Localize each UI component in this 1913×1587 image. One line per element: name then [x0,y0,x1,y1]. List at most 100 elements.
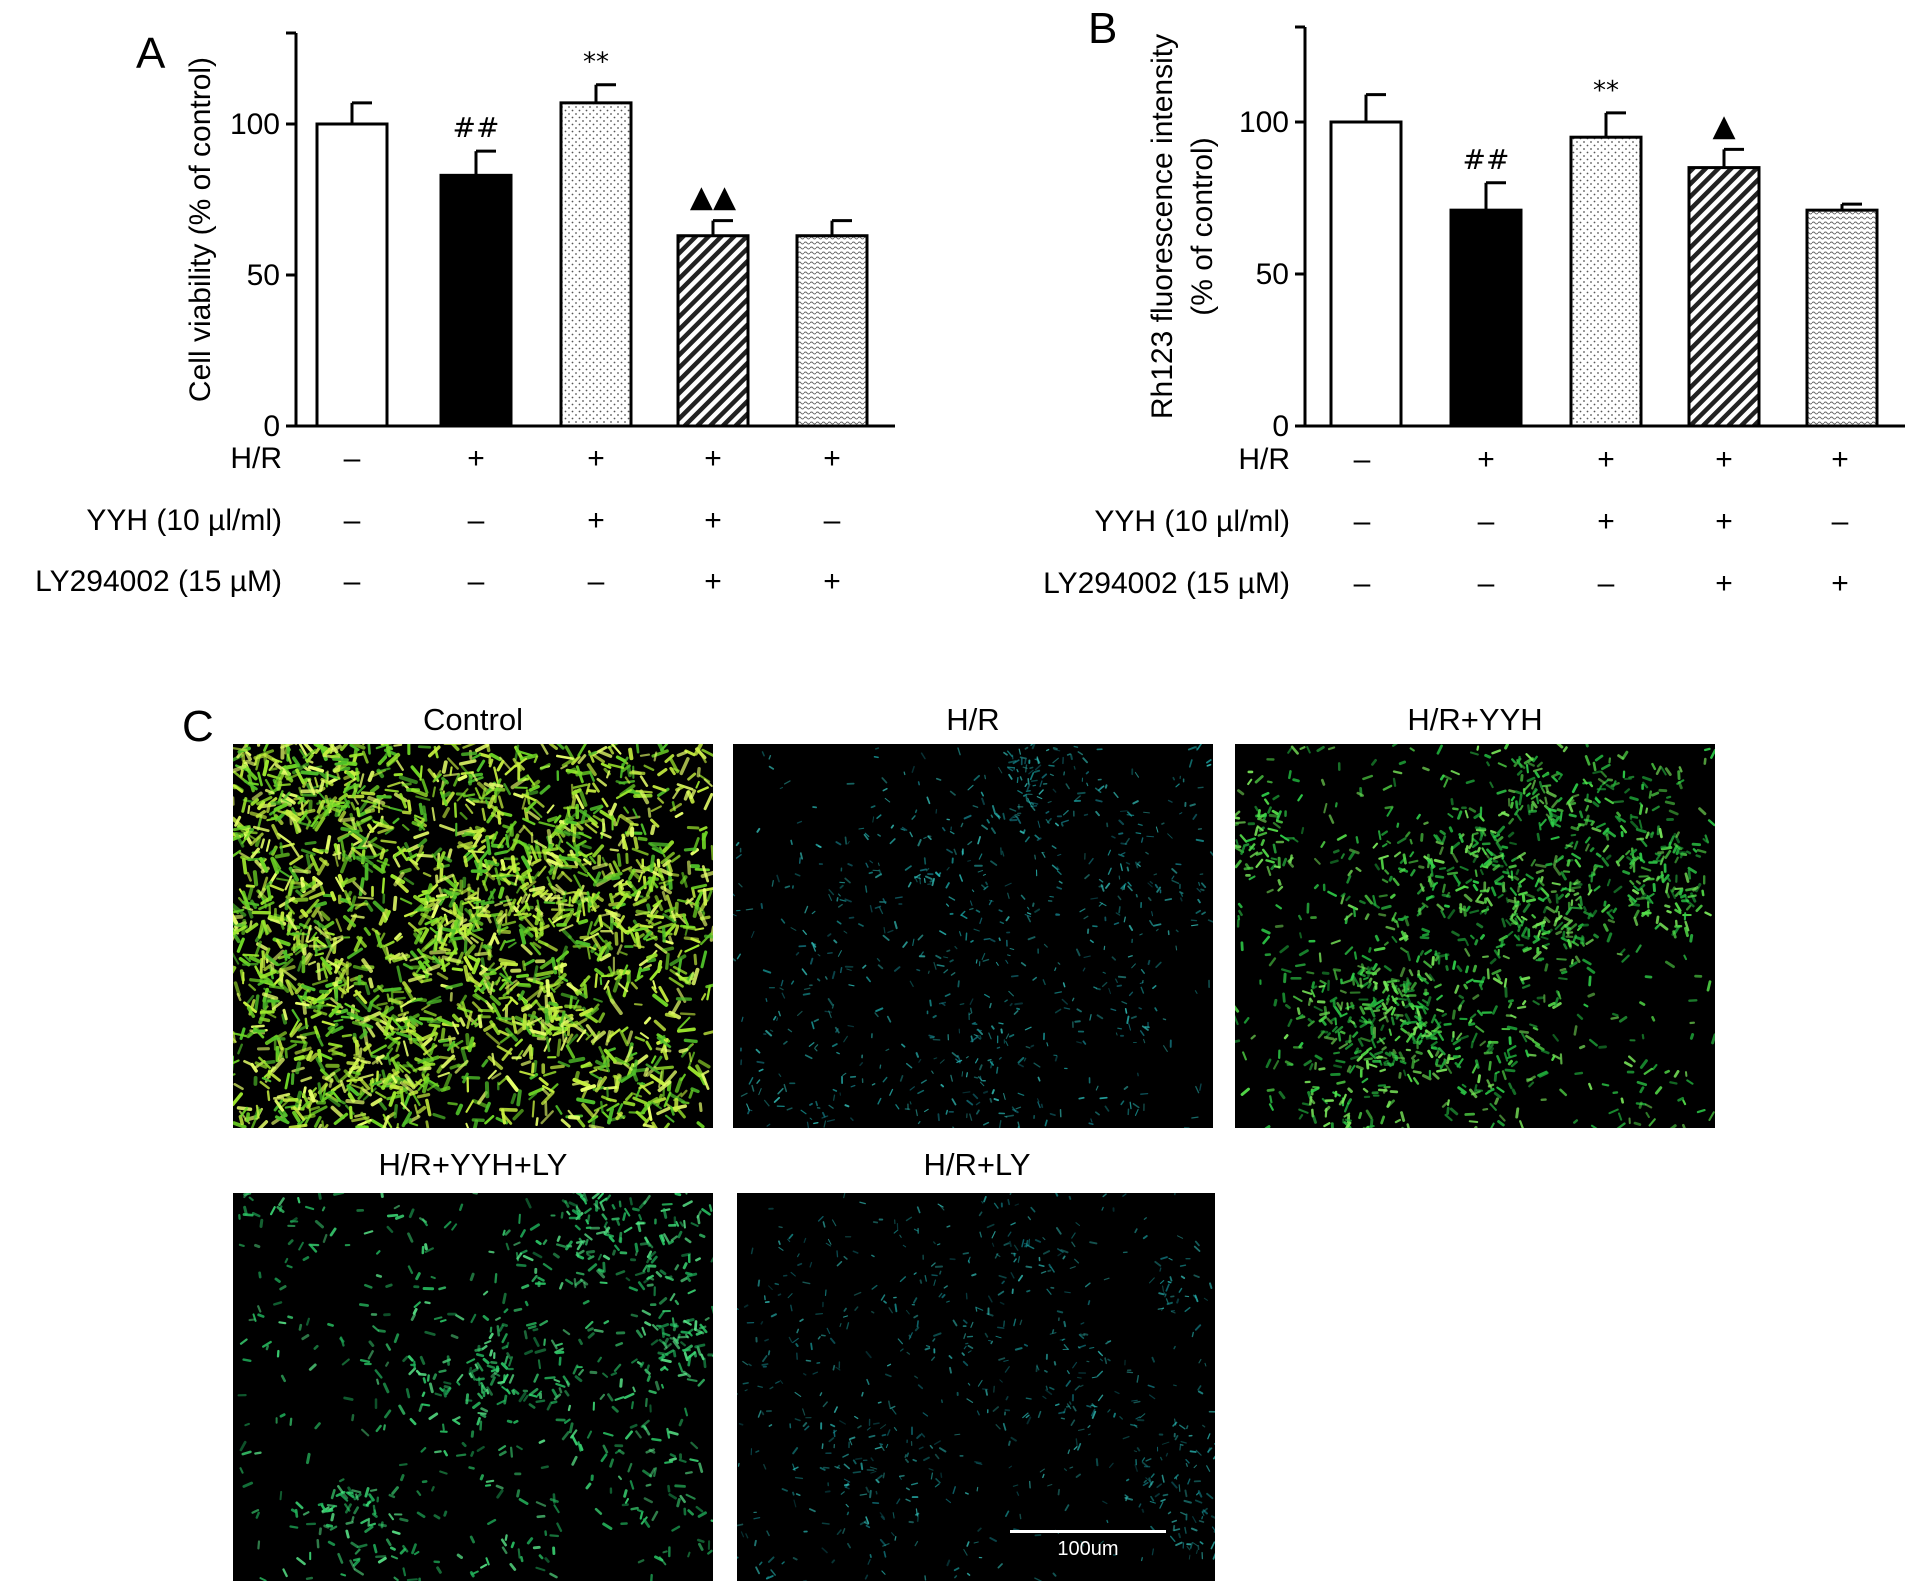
cell [685,897,694,905]
cell [489,994,502,1006]
cell [1402,853,1407,865]
cell [361,958,373,973]
cell [1576,1013,1584,1020]
cell [531,1100,535,1118]
cell [1641,1033,1645,1040]
cell [989,1002,992,1009]
cell [292,1110,301,1123]
cell [706,984,712,1001]
cell [464,844,478,850]
cell [1052,788,1057,793]
cell [1007,892,1010,899]
cell [1674,902,1682,913]
cell [1544,796,1548,805]
cell [646,1103,653,1122]
cell [465,1122,470,1128]
cell [327,798,334,810]
cell [292,1106,306,1121]
condition-sign: + [1715,505,1733,538]
cell [1055,913,1059,915]
cell [1486,968,1490,980]
cell [326,1095,341,1108]
cell [520,1060,532,1067]
cell [542,1070,557,1077]
cell [1139,1030,1145,1037]
cell [330,891,337,902]
cell [1004,882,1012,887]
cell [304,953,313,966]
cell [901,826,908,831]
cell [623,806,630,814]
cell [1483,857,1493,866]
cell [389,954,403,960]
cell [1633,1121,1642,1126]
cell [286,753,292,765]
cell [1054,1008,1062,1014]
cell [1577,923,1584,928]
cell [1280,968,1292,974]
cell [837,893,841,897]
cell [437,873,455,884]
cell [544,1007,550,1024]
cell [1691,842,1702,847]
cell [1290,745,1299,755]
condition-sign: + [467,442,485,475]
cell [1367,982,1372,989]
cell [300,888,316,898]
cell [560,992,578,1000]
cell [243,831,253,845]
y-tick-label: 100 [1239,106,1289,139]
cell [1111,835,1116,839]
cell [1320,778,1326,786]
cell [1098,885,1104,888]
cell [905,1062,913,1069]
cell [1336,1001,1342,1010]
cell [340,857,349,874]
cell [599,976,603,986]
cell [1456,1032,1463,1041]
cell [688,1089,694,1099]
cell [452,902,457,915]
cell [773,1096,780,1103]
cell [298,744,308,757]
cell [1197,898,1201,904]
cell [435,874,439,884]
cell [1360,1050,1369,1057]
cell [1013,767,1016,771]
cell [1349,1064,1356,1074]
cell [443,888,453,897]
cell [1401,1000,1405,1007]
cell [275,938,283,949]
cell [802,992,811,996]
cell [1578,810,1584,819]
cell [875,873,882,879]
cell [1340,892,1346,898]
cell [608,863,616,877]
cell [501,1047,513,1061]
cell [413,926,427,932]
cell [649,854,655,873]
cell [376,859,390,867]
cell [336,1098,346,1105]
cell [539,975,551,980]
cell [656,1106,671,1116]
cell [1381,1002,1388,1010]
cell [868,871,873,875]
cell [676,958,683,977]
cell [546,858,564,868]
significance-annotation: ** [583,48,609,78]
cell [1618,1015,1628,1023]
cell [1645,1103,1653,1109]
cell [1476,846,1481,853]
cell [1684,926,1689,938]
cell [625,893,644,898]
cell [653,1019,666,1032]
cell [1566,927,1570,937]
cell [787,1028,793,1033]
cell [1191,1116,1199,1119]
cell [1237,789,1245,796]
cell [494,901,504,907]
cell [1558,775,1562,780]
cell [577,871,589,878]
cell [690,1087,700,1094]
